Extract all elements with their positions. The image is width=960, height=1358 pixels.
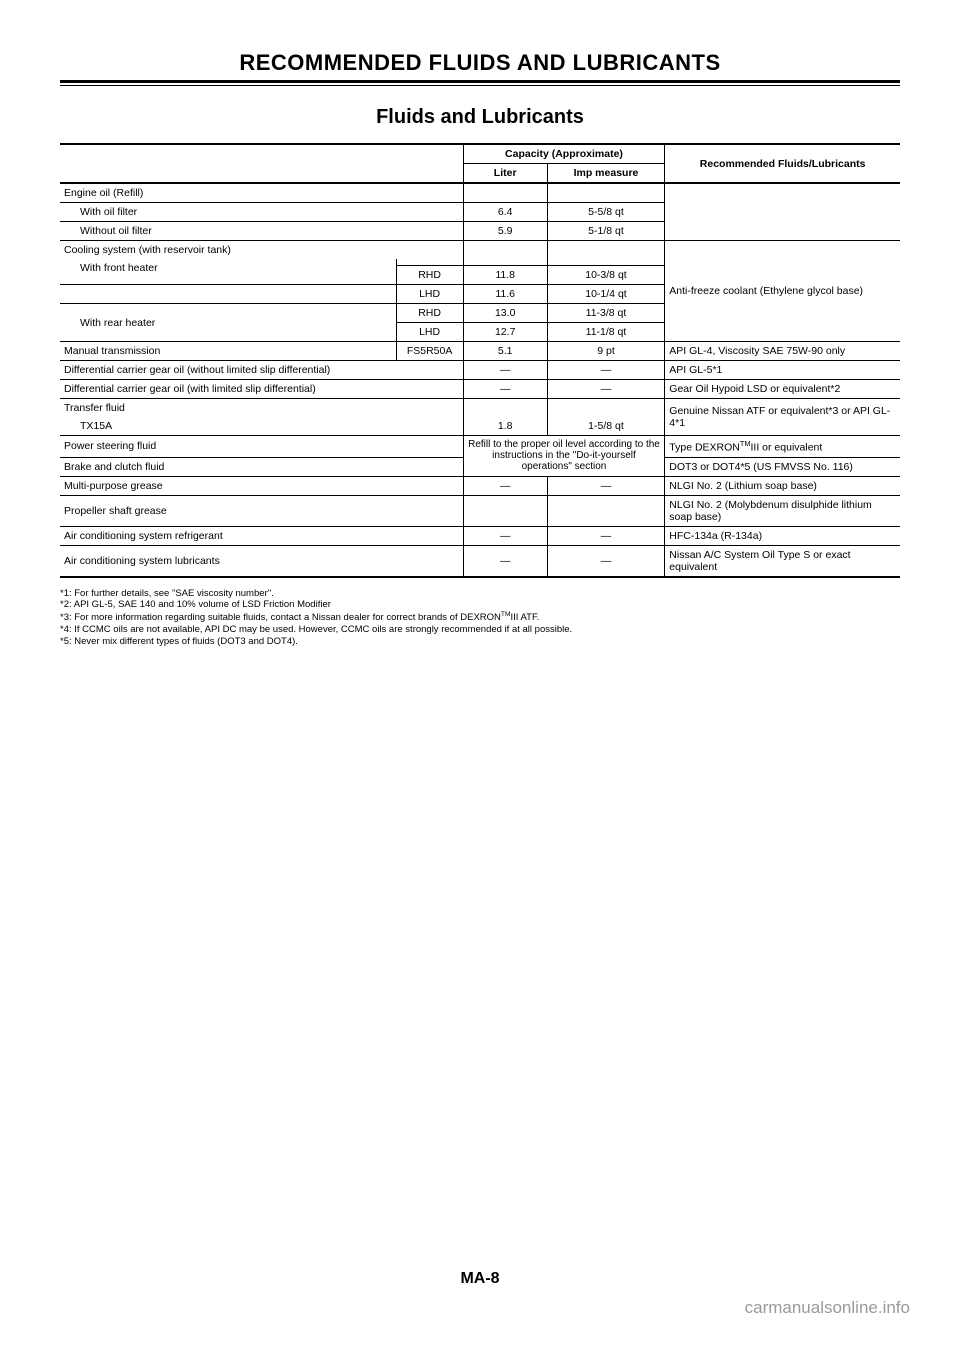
cell-dash: —	[547, 526, 665, 545]
cell-propeller-rec: NLGI No. 2 (Molybdenum disulphide lithiu…	[665, 495, 900, 526]
row-manual: Manual transmission	[60, 342, 396, 361]
cell-manual-rec: API GL-4, Viscosity SAE 75W-90 only	[665, 342, 900, 361]
footnote-2: *2: API GL-5, SAE 140 and 10% volume of …	[60, 599, 900, 611]
cell-ac-lub-rec: Nissan A/C System Oil Type S or exact eq…	[665, 545, 900, 577]
cell-rear-lhd: LHD	[396, 323, 463, 342]
cell-rear-rhd: RHD	[396, 304, 463, 323]
cell-transfer-rec: Genuine Nissan ATF or equivalent*3 or AP…	[665, 399, 900, 436]
cell-brake-rec: DOT3 or DOT4*5 (US FMVSS No. 116)	[665, 457, 900, 476]
row-with-filter: With oil filter	[60, 203, 463, 222]
cell-psf-rec: Type DEXRONTMIII or equivalent	[665, 436, 900, 458]
heading-rule-bottom	[60, 85, 900, 86]
subtitle: Fluids and Lubricants	[60, 106, 900, 129]
cell-manual-i: 9 pt	[547, 342, 665, 361]
footnote-3: *3: For more information regarding suita…	[60, 611, 900, 624]
cell-dash: —	[463, 545, 547, 577]
row-brake: Brake and clutch fluid	[60, 457, 463, 476]
cell-dash: —	[463, 526, 547, 545]
cell-rear-rhd-i: 11-3/8 qt	[547, 304, 665, 323]
cell-ac-refrig-rec: HFC-134a (R-134a)	[665, 526, 900, 545]
section-heading: RECOMMENDED FLUIDS AND LUBRICANTS	[60, 50, 900, 76]
cell-dash: —	[463, 476, 547, 495]
footnote-4: *4: If CCMC oils are not available, API …	[60, 624, 900, 636]
footnote-5: *5: Never mix different types of fluids …	[60, 636, 900, 648]
cell-front-lhd: LHD	[396, 285, 463, 304]
row-engine-oil: Engine oil (Refill)	[60, 183, 463, 203]
heading-rule-top	[60, 80, 900, 83]
th-capacity: Capacity (Approximate)	[463, 144, 665, 164]
cell-diff-lsd-rec: Gear Oil Hypoid LSD or equivalent*2	[665, 380, 900, 399]
row-transfer: Transfer fluid	[60, 399, 463, 418]
cell-front-lhd-l: 11.6	[463, 285, 547, 304]
cell-rear-rhd-l: 13.0	[463, 304, 547, 323]
cell-rear-lhd-l: 12.7	[463, 323, 547, 342]
cell-transfer-i: 1-5/8 qt	[547, 417, 665, 436]
row-psf: Power steering fluid	[60, 436, 463, 458]
row-cooling: Cooling system (with reservoir tank)	[60, 241, 463, 260]
cell-wf-l: 6.4	[463, 203, 547, 222]
cell-coolant-rec: Anti-freeze coolant (Ethylene glycol bas…	[665, 241, 900, 342]
cell-manual-var: FS5R50A	[396, 342, 463, 361]
cell-dash: —	[547, 380, 665, 399]
cell-wof-i: 5-1/8 qt	[547, 222, 665, 241]
th-recommended: Recommended Fluids/Lubricants	[665, 144, 900, 183]
th-liter: Liter	[463, 164, 547, 184]
cell-diff-nolsd-rec: API GL-5*1	[665, 361, 900, 380]
row-diff-lsd: Differential carrier gear oil (with limi…	[60, 380, 463, 399]
fluids-table: Capacity (Approximate) Recommended Fluid…	[60, 143, 900, 578]
watermark: carmanualsonline.info	[745, 1298, 910, 1318]
cell-dash: —	[547, 545, 665, 577]
page-content: RECOMMENDED FLUIDS AND LUBRICANTS Fluids…	[0, 0, 960, 688]
cell-dash: —	[547, 476, 665, 495]
cell-grease-rec: NLGI No. 2 (Lithium soap base)	[665, 476, 900, 495]
cell-manual-l: 5.1	[463, 342, 547, 361]
row-propeller: Propeller shaft grease	[60, 495, 463, 526]
th-imp: Imp measure	[547, 164, 665, 184]
cell-rear-lhd-i: 11-1/8 qt	[547, 323, 665, 342]
row-diff-nolsd: Differential carrier gear oil (without l…	[60, 361, 463, 380]
cell-dash: —	[463, 361, 547, 380]
cell-wof-l: 5.9	[463, 222, 547, 241]
cell-wf-i: 5-5/8 qt	[547, 203, 665, 222]
cell-front-lhd-i: 10-1/4 qt	[547, 285, 665, 304]
th-blank	[60, 144, 463, 183]
row-front-heater: With front heater	[60, 259, 396, 285]
row-grease: Multi-purpose grease	[60, 476, 463, 495]
row-transfer-model: TX15A	[60, 417, 463, 436]
row-ac-refrig: Air conditioning system refrigerant	[60, 526, 463, 545]
row-ac-lub: Air conditioning system lubricants	[60, 545, 463, 577]
row-without-filter: Without oil filter	[60, 222, 463, 241]
cell-refill-note: Refill to the proper oil level according…	[463, 436, 665, 477]
row-rear-heater: With rear heater	[60, 304, 396, 342]
cell-transfer-l: 1.8	[463, 417, 547, 436]
cell-front-rhd-l: 11.8	[463, 266, 547, 285]
cell-front-rhd: RHD	[396, 266, 463, 285]
cell-front-rhd-i: 10-3/8 qt	[547, 266, 665, 285]
cell-dash: —	[463, 380, 547, 399]
footnotes: *1: For further details, see "SAE viscos…	[60, 588, 900, 649]
page-number: MA-8	[0, 1270, 960, 1288]
cell-dash: —	[547, 361, 665, 380]
footnote-1: *1: For further details, see "SAE viscos…	[60, 588, 900, 600]
